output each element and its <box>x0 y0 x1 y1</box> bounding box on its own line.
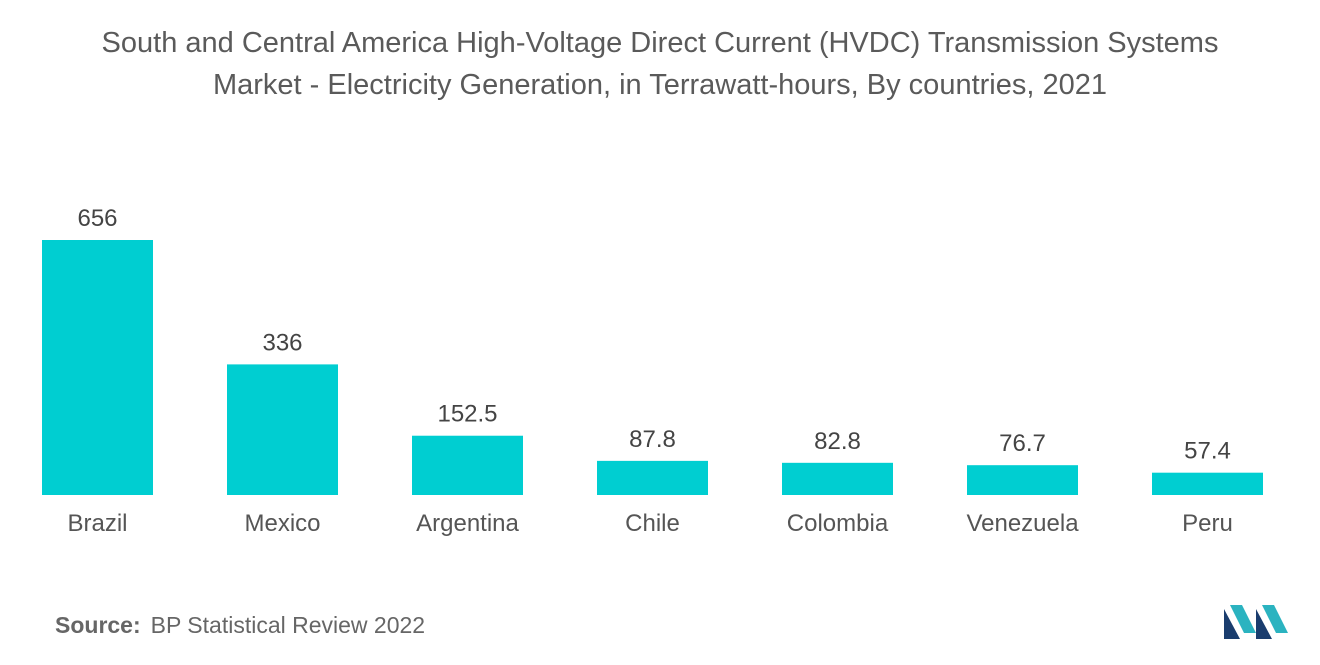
bar-mexico <box>227 364 338 495</box>
data-label-mexico: 336 <box>262 329 302 356</box>
data-label-peru: 57.4 <box>1184 438 1231 465</box>
category-label-venezuela: Venezuela <box>966 510 1079 537</box>
bar-colombia <box>782 462 893 495</box>
data-label-chile: 87.8 <box>629 426 676 453</box>
chart-title-line-2: Market - Electricity Generation, in Terr… <box>212 69 1107 101</box>
data-label-colombia: 82.8 <box>814 428 861 455</box>
source-text: BP Statistical Review 2022 <box>150 612 426 638</box>
category-label-mexico: Mexico <box>244 510 320 537</box>
mordor-intelligence-logo-icon <box>1222 603 1290 646</box>
bar-chile <box>597 460 708 495</box>
category-label-argentina: Argentina <box>416 510 519 537</box>
source-label: Source: <box>55 612 141 638</box>
bar-peru <box>1152 472 1263 495</box>
chart-title-line-1: South and Central America High-Voltage D… <box>101 27 1219 59</box>
data-label-argentina: 152.5 <box>437 401 497 428</box>
bar-venezuela <box>967 465 1078 495</box>
chart-title: South and Central America High-Voltage D… <box>20 22 1300 106</box>
category-label-peru: Peru <box>1182 510 1233 537</box>
bar-argentina <box>412 435 523 495</box>
category-label-colombia: Colombia <box>787 510 889 537</box>
data-label-brazil: 656 <box>77 205 117 232</box>
category-label-brazil: Brazil <box>67 510 127 537</box>
data-label-venezuela: 76.7 <box>999 430 1046 457</box>
source-note: Source: BP Statistical Review 2022 <box>55 612 425 639</box>
bar-brazil <box>42 240 153 495</box>
category-label-chile: Chile <box>625 510 680 537</box>
